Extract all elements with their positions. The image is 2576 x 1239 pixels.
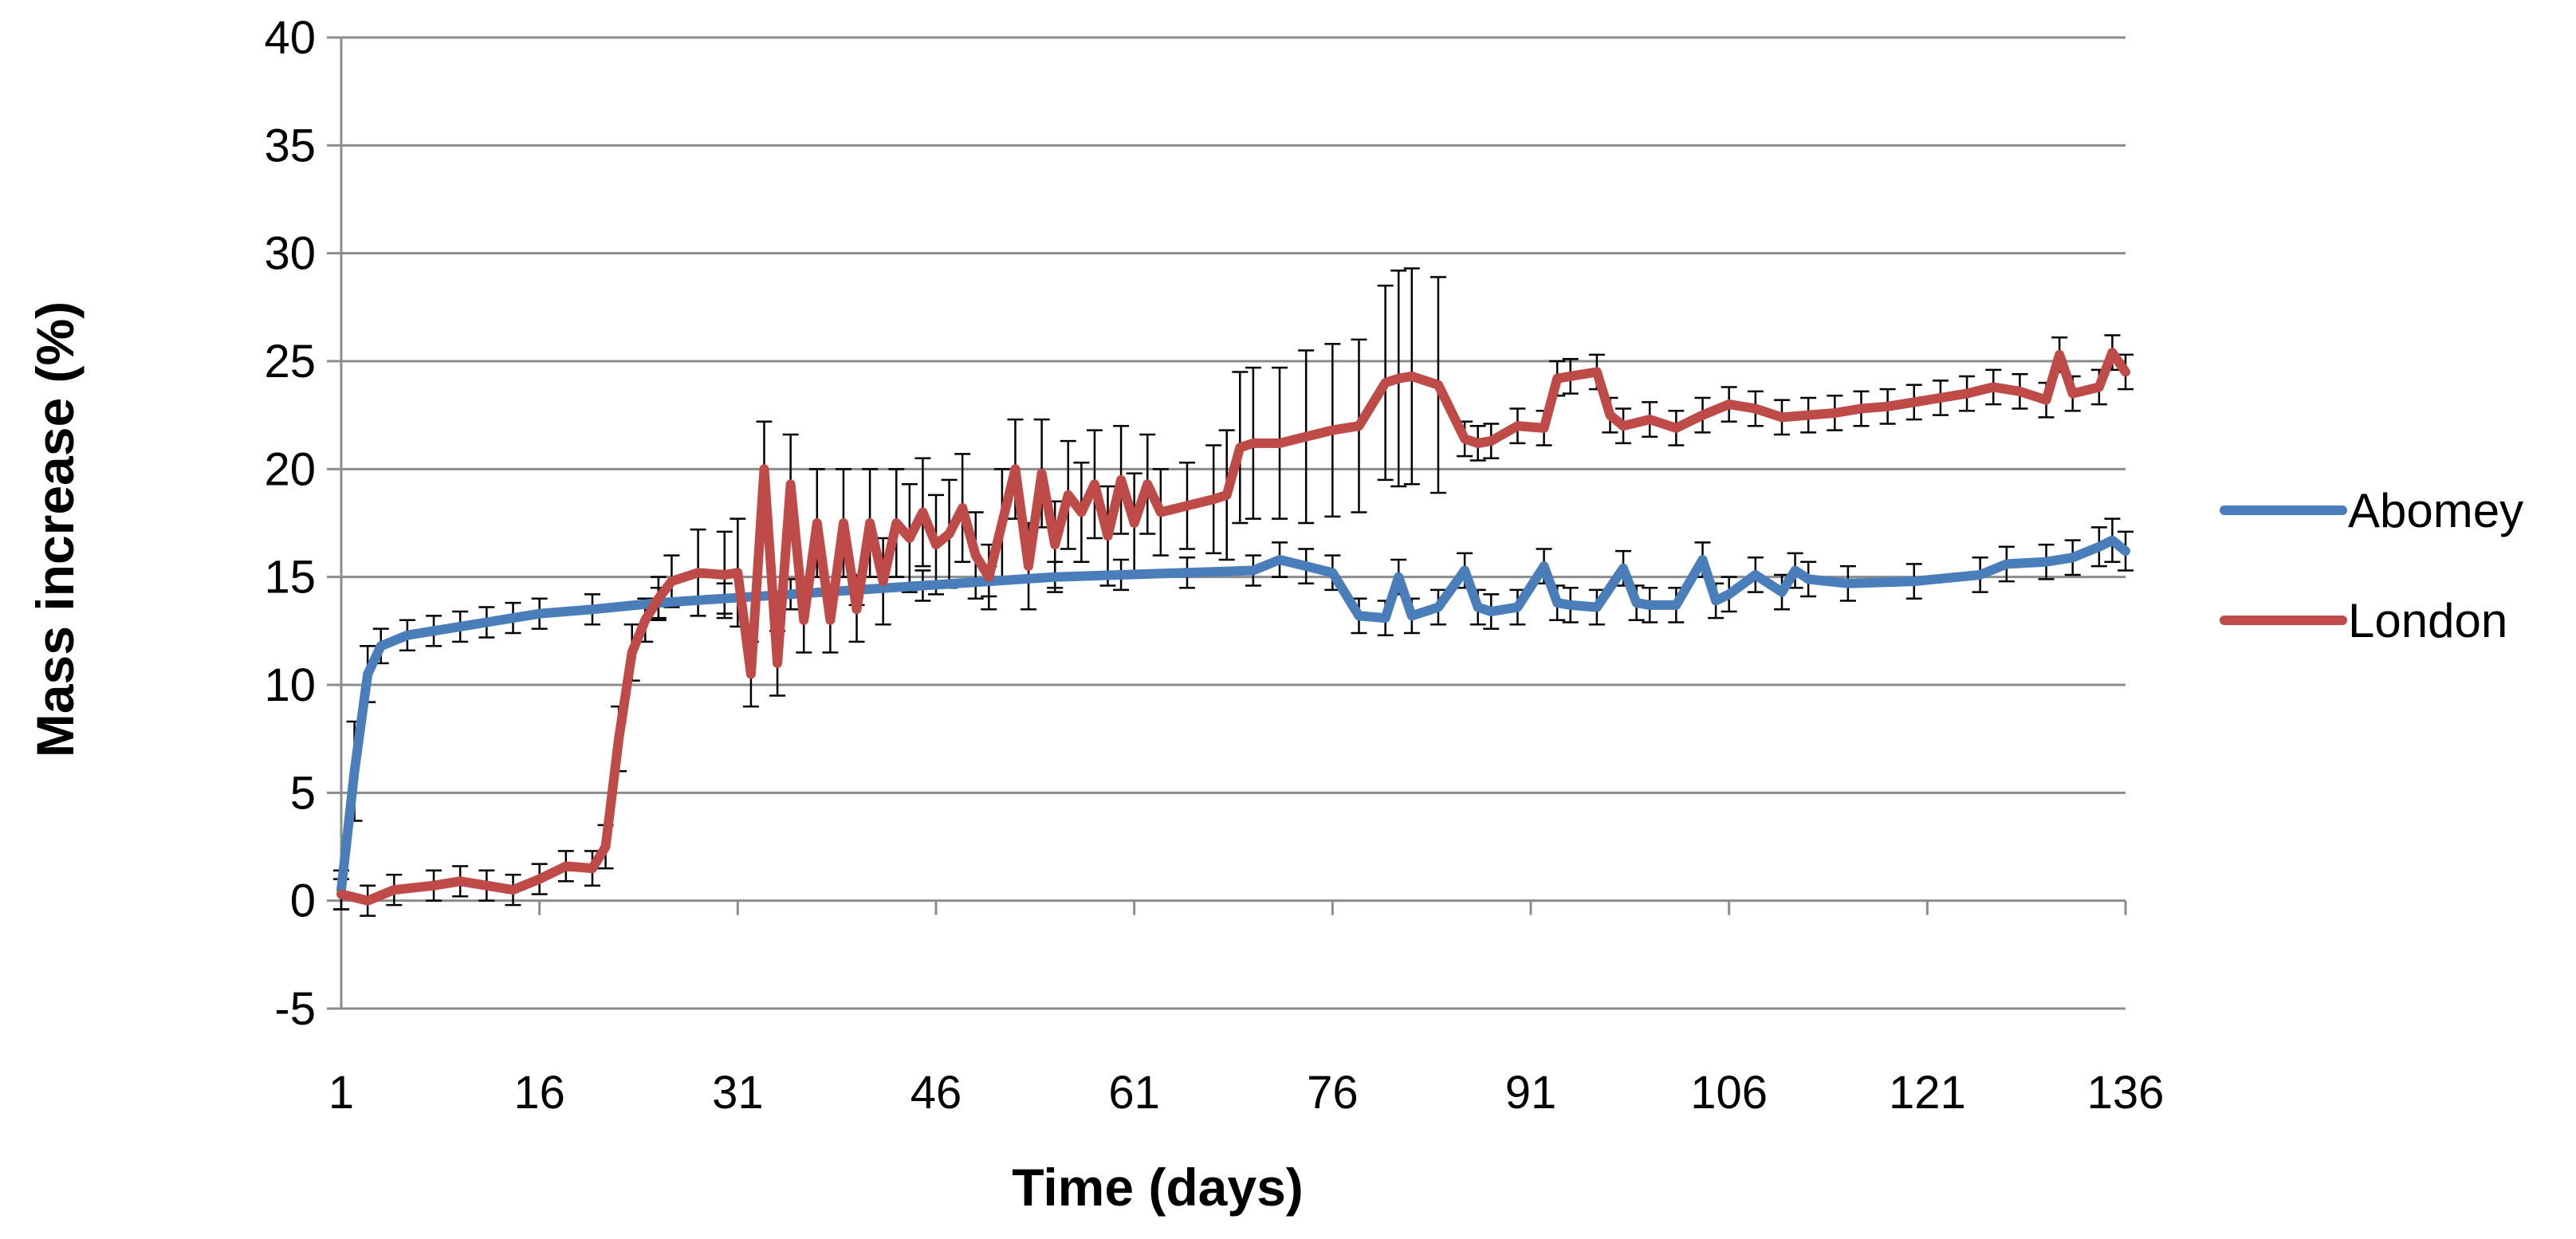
legend: Abomey London [2220, 484, 2523, 647]
x-tick-labels: 1 16 31 46 61 76 91 106 121 136 [328, 1067, 2165, 1119]
x-tick-label: 76 [1307, 1067, 1359, 1119]
series-line-london [336, 348, 2130, 906]
y-tick-label: 5 [290, 767, 316, 819]
x-tick-label: 106 [1690, 1067, 1768, 1119]
series-lines [336, 348, 2130, 906]
x-tick-label: 46 [910, 1067, 962, 1119]
y-tick-label: 20 [264, 443, 316, 495]
x-axis-title: Time (days) [1012, 1158, 1304, 1217]
x-tick-label: 16 [513, 1067, 565, 1119]
legend-label-abomey: Abomey [2348, 484, 2523, 537]
legend-label-london: London [2348, 594, 2507, 647]
y-tick-label: 30 [264, 228, 316, 280]
error-bars [333, 267, 2134, 917]
series-line-abomey [336, 535, 2130, 895]
y-tick-label: 35 [264, 120, 316, 171]
x-tick-label: 31 [712, 1067, 764, 1119]
y-tick-label: 0 [290, 875, 316, 927]
y-tick-label: 15 [264, 552, 316, 604]
x-tick-label: 121 [1889, 1067, 1966, 1119]
x-tick-label: 61 [1108, 1067, 1160, 1119]
y-tick-label: 10 [264, 659, 316, 711]
y-tick-labels: -5 0 5 10 15 20 25 30 35 40 [264, 12, 316, 1035]
y-tick-label: 40 [264, 12, 316, 64]
x-tick-label: 1 [328, 1067, 354, 1119]
y-tick-label: 25 [264, 336, 316, 387]
y-axis-title: Mass increase (%) [26, 301, 85, 757]
x-tick-label: 136 [2087, 1067, 2165, 1119]
y-tick-label: -5 [274, 983, 316, 1035]
x-tick-label: 91 [1505, 1067, 1557, 1119]
